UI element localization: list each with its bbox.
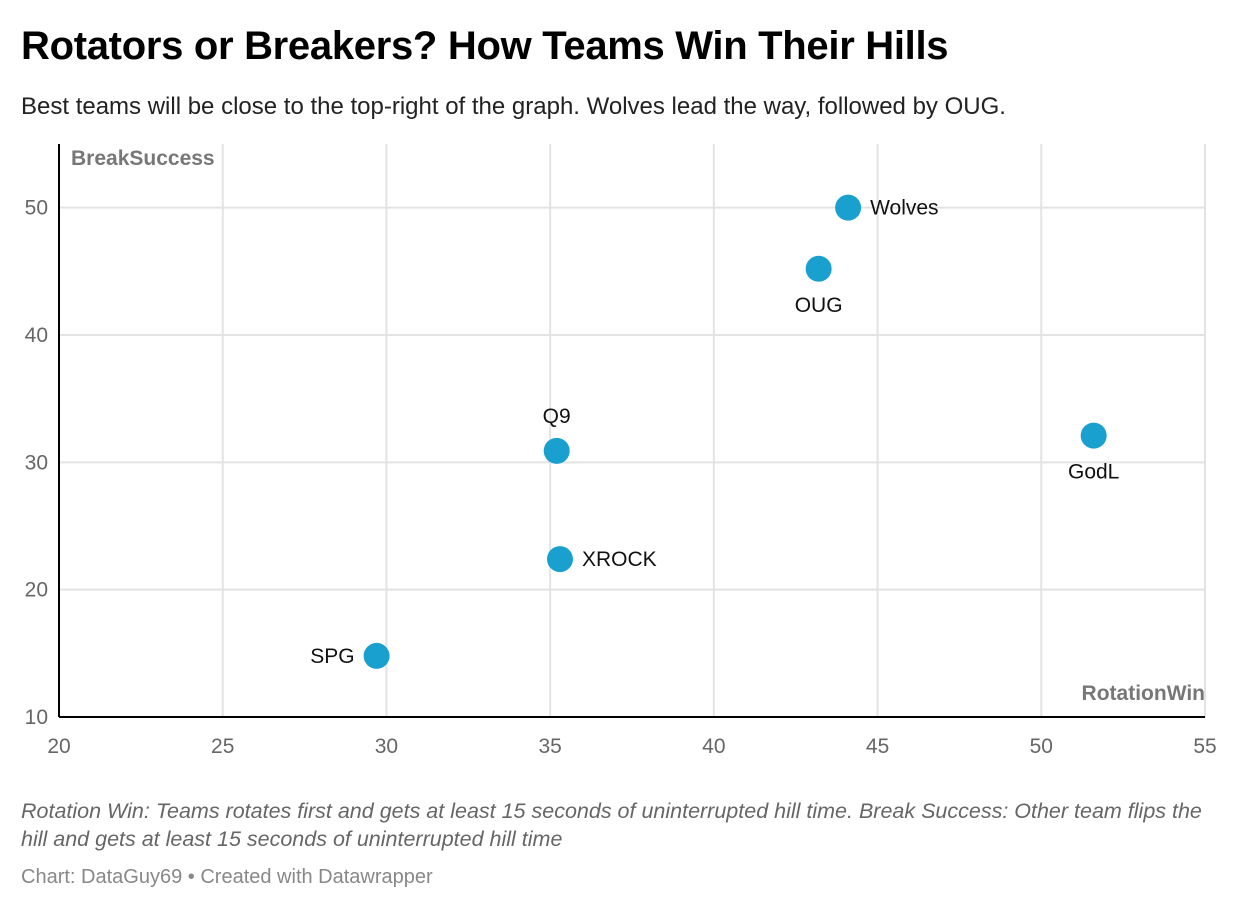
y-tick-label-50: 50 — [25, 197, 48, 220]
point-label-q9: Q9 — [543, 405, 571, 428]
x-tick-label-20: 20 — [47, 735, 70, 758]
x-tick-label-30: 30 — [375, 735, 398, 758]
data-points — [363, 194, 1107, 669]
point-labels: Wolves OUG Q9 GodL XROCK SPG — [310, 197, 1119, 668]
x-axis-title: RotationWin — [1082, 682, 1205, 705]
chart-subtitle: Best teams will be close to the top-righ… — [21, 93, 1006, 120]
data-point-xrock — [546, 546, 573, 573]
x-tick-label-45: 45 — [866, 735, 889, 758]
data-point-spg — [363, 642, 390, 669]
credit-tool: Created with Datawrapper — [200, 866, 433, 888]
point-label-spg: SPG — [310, 645, 354, 668]
point-label-oug: OUG — [795, 294, 843, 317]
y-tick-label-30: 30 — [25, 451, 48, 474]
y-tick-label-10: 10 — [25, 706, 48, 729]
axes — [58, 144, 1205, 718]
credit-separator: • — [187, 866, 195, 888]
data-point-oug — [805, 255, 832, 282]
chart-title: Rotators or Breakers? How Teams Win Thei… — [21, 24, 949, 68]
y-tick-label-40: 40 — [25, 324, 48, 347]
x-tick-label-50: 50 — [1030, 735, 1053, 758]
data-point-q9 — [543, 437, 570, 464]
x-tick-label-35: 35 — [538, 735, 561, 758]
point-label-xrock: XROCK — [582, 548, 657, 571]
x-tick-label-40: 40 — [702, 735, 725, 758]
chart-credit: Chart: DataGuy69 • Created with Datawrap… — [21, 864, 433, 890]
gridlines — [59, 144, 1206, 717]
point-label-wolves: Wolves — [870, 197, 938, 220]
x-tick-label-25: 25 — [211, 735, 234, 758]
data-point-wolves — [835, 194, 862, 221]
y-tick-label-20: 20 — [25, 579, 48, 602]
data-point-godl — [1080, 422, 1107, 449]
tick-labels: 20 25 30 35 40 45 50 55 10 20 30 40 50 — [25, 197, 1217, 758]
y-axis-title: BreakSuccess — [71, 147, 215, 170]
point-label-godl: GodL — [1068, 461, 1119, 484]
x-tick-label-55: 55 — [1193, 735, 1216, 758]
credit-author: Chart: DataGuy69 — [21, 866, 183, 888]
chart-notes: Rotation Win: Teams rotates first and ge… — [21, 799, 1202, 851]
axis-titles: BreakSuccess RotationWin — [71, 147, 1205, 705]
